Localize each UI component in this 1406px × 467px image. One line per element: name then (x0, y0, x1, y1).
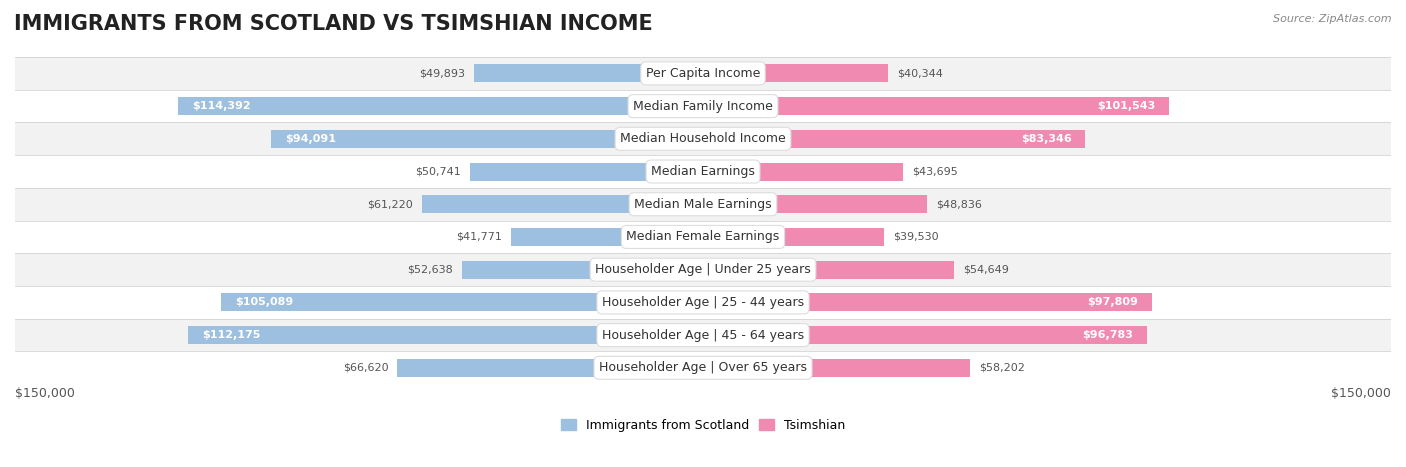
Text: $83,346: $83,346 (1021, 134, 1071, 144)
Bar (461, 261, 703, 279)
Text: $54,649: $54,649 (963, 265, 1008, 275)
Text: Householder Age | 25 - 44 years: Householder Age | 25 - 44 years (602, 296, 804, 309)
Bar (703, 293, 1152, 311)
Bar (188, 326, 703, 344)
Bar (15, 90, 1391, 122)
Text: Source: ZipAtlas.com: Source: ZipAtlas.com (1274, 14, 1392, 24)
Text: Householder Age | 45 - 64 years: Householder Age | 45 - 64 years (602, 329, 804, 342)
Text: Median Family Income: Median Family Income (633, 99, 773, 113)
Bar (15, 188, 1391, 220)
Text: $50,741: $50,741 (415, 167, 461, 177)
Text: Median Household Income: Median Household Income (620, 132, 786, 145)
Bar (703, 64, 889, 82)
Bar (703, 97, 1168, 115)
Text: Median Male Earnings: Median Male Earnings (634, 198, 772, 211)
Text: $66,620: $66,620 (343, 363, 388, 373)
Bar (15, 220, 1391, 253)
Text: Median Female Earnings: Median Female Earnings (627, 231, 779, 243)
Bar (271, 130, 703, 148)
Bar (703, 326, 1147, 344)
Text: $61,220: $61,220 (367, 199, 413, 209)
Bar (703, 130, 1085, 148)
Text: $150,000: $150,000 (1331, 387, 1391, 400)
Text: $105,089: $105,089 (235, 297, 292, 307)
Bar (422, 195, 703, 213)
Text: $101,543: $101,543 (1097, 101, 1154, 111)
Bar (15, 253, 1391, 286)
Text: $48,836: $48,836 (936, 199, 981, 209)
Text: $43,695: $43,695 (912, 167, 959, 177)
Bar (512, 228, 703, 246)
Bar (398, 359, 703, 377)
Bar (703, 163, 904, 181)
Bar (703, 261, 953, 279)
Text: $52,638: $52,638 (406, 265, 453, 275)
Bar (15, 122, 1391, 155)
Text: Median Earnings: Median Earnings (651, 165, 755, 178)
Bar (703, 195, 927, 213)
Bar (470, 163, 703, 181)
Text: IMMIGRANTS FROM SCOTLAND VS TSIMSHIAN INCOME: IMMIGRANTS FROM SCOTLAND VS TSIMSHIAN IN… (14, 14, 652, 34)
Bar (703, 228, 884, 246)
Bar (179, 97, 703, 115)
Bar (15, 286, 1391, 319)
Text: $112,175: $112,175 (202, 330, 260, 340)
Text: $150,000: $150,000 (15, 387, 75, 400)
Text: Householder Age | Under 25 years: Householder Age | Under 25 years (595, 263, 811, 276)
Text: Per Capita Income: Per Capita Income (645, 67, 761, 80)
Legend: Immigrants from Scotland, Tsimshian: Immigrants from Scotland, Tsimshian (555, 414, 851, 437)
Text: $94,091: $94,091 (285, 134, 336, 144)
Bar (15, 352, 1391, 384)
Text: $114,392: $114,392 (193, 101, 250, 111)
Text: $49,893: $49,893 (419, 68, 465, 78)
Text: $96,783: $96,783 (1083, 330, 1133, 340)
Text: $40,344: $40,344 (897, 68, 943, 78)
Text: Householder Age | Over 65 years: Householder Age | Over 65 years (599, 361, 807, 375)
Bar (221, 293, 703, 311)
Text: $41,771: $41,771 (457, 232, 502, 242)
Bar (703, 359, 970, 377)
Text: $39,530: $39,530 (893, 232, 939, 242)
Bar (15, 57, 1391, 90)
Bar (15, 319, 1391, 352)
Bar (474, 64, 703, 82)
Bar (15, 155, 1391, 188)
Text: $58,202: $58,202 (979, 363, 1025, 373)
Text: $97,809: $97,809 (1087, 297, 1137, 307)
